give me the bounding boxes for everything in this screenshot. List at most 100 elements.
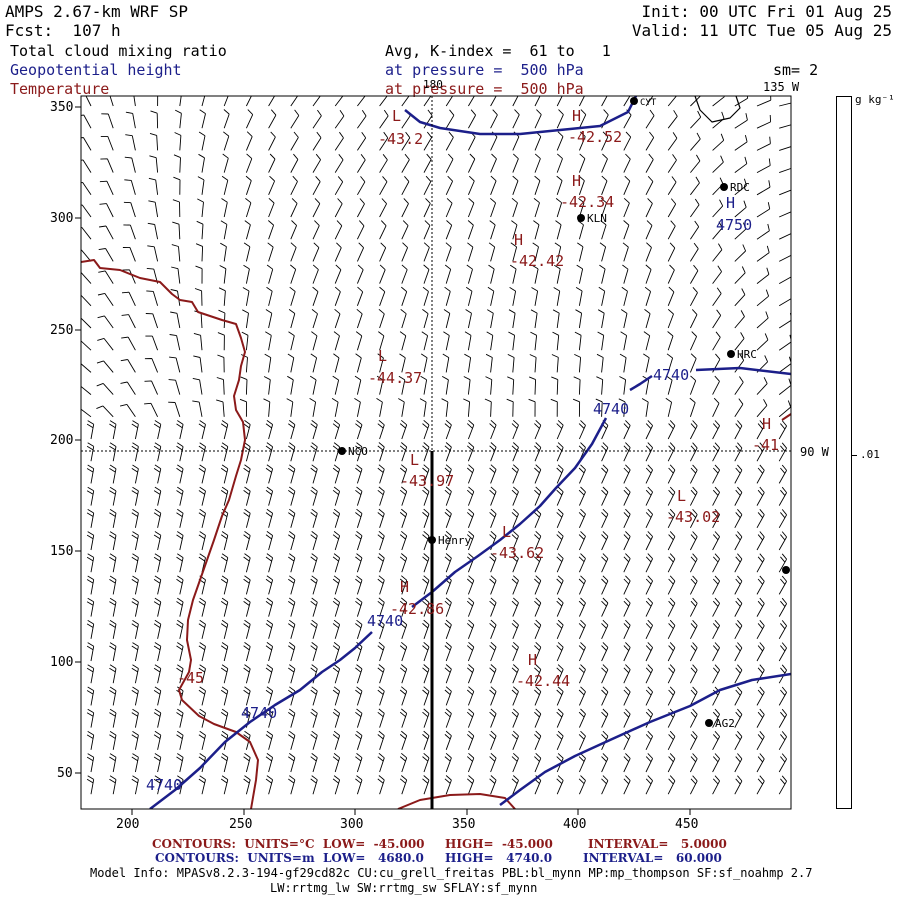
wind-barb <box>243 619 251 639</box>
wind-barb <box>355 531 363 551</box>
wind-barb <box>220 619 229 639</box>
wind-barb <box>377 641 385 662</box>
temp-contour-label: -45 <box>177 669 204 687</box>
wind-barb <box>556 619 564 639</box>
wind-barb <box>645 686 654 706</box>
wind-barb <box>689 464 698 484</box>
wind-barb <box>778 620 787 640</box>
wind-barb <box>511 686 519 706</box>
wind-barb <box>756 377 768 395</box>
wind-barb <box>756 731 765 751</box>
wind-barb <box>444 686 452 706</box>
wind-barb <box>712 464 720 484</box>
height-value: 4750 <box>716 216 752 234</box>
x-tick-label: 350 <box>452 817 476 832</box>
temp-letter: H <box>572 107 581 125</box>
wind-barb <box>147 222 159 240</box>
wind-barb <box>243 486 251 506</box>
wind-barb <box>355 664 363 684</box>
wind-barb <box>734 266 746 284</box>
wind-barb <box>712 708 720 728</box>
wind-barb <box>220 597 229 617</box>
wind-barb <box>239 398 247 417</box>
wind-barb <box>379 154 388 173</box>
wind-barb <box>265 420 274 440</box>
wind-barb <box>778 575 787 595</box>
wind-barb <box>466 486 475 506</box>
wind-barb <box>86 731 95 750</box>
wind-barb <box>422 553 430 573</box>
wind-barb <box>689 353 697 373</box>
wind-barb <box>756 708 765 728</box>
wind-barb <box>466 641 475 662</box>
wind-barb <box>689 708 698 728</box>
wind-barb <box>169 334 181 351</box>
wind-barb <box>444 708 452 728</box>
wind-barb <box>601 131 609 151</box>
wind-barb <box>464 331 472 351</box>
wind-barb <box>109 620 117 639</box>
wind-barb <box>712 420 720 440</box>
wind-barb <box>332 775 341 795</box>
wind-barb <box>490 153 497 173</box>
wind-barb <box>312 198 321 218</box>
height-contour <box>149 631 373 809</box>
height-labels: 4740 4740 4740 4740 4740 H 4750 <box>146 194 752 794</box>
wind-barb <box>171 244 181 262</box>
wind-barb <box>623 486 631 506</box>
wind-barb <box>534 175 541 195</box>
wind-barb <box>463 398 471 417</box>
wind-barb <box>355 730 363 750</box>
wind-barb <box>690 264 699 284</box>
wind-barb <box>556 464 564 484</box>
wind-barb <box>379 242 387 262</box>
wind-barb <box>712 199 724 218</box>
wind-barb <box>712 597 720 617</box>
wind-barb <box>198 486 206 506</box>
wind-barb <box>645 242 652 262</box>
wind-barb <box>146 290 159 306</box>
height-label: 4740 <box>146 776 182 794</box>
wind-barb <box>86 620 95 639</box>
wind-barb <box>147 245 159 262</box>
y-tick-label: 200 <box>50 433 74 448</box>
wind-barb <box>98 248 114 262</box>
wind-barb <box>487 286 495 306</box>
wind-barb <box>268 175 276 195</box>
wind-barb <box>534 530 542 551</box>
temp-letter: L <box>410 451 419 469</box>
wind-barb <box>621 286 628 306</box>
wind-barb <box>176 508 184 528</box>
wind-barb <box>288 442 296 462</box>
wind-barb <box>242 287 250 306</box>
wind-barb <box>150 110 159 129</box>
wind-barb <box>245 96 252 107</box>
wind-barb <box>399 530 408 551</box>
wind-barb <box>176 420 184 440</box>
wind-barb <box>109 775 117 795</box>
wind-barb <box>81 363 92 373</box>
wind-barb <box>265 553 274 573</box>
wind-barb <box>556 575 564 595</box>
wind-barb <box>667 486 676 506</box>
wind-barb <box>198 619 206 639</box>
wind-barb <box>712 133 725 151</box>
wind-barb <box>444 730 452 750</box>
wind-barb <box>399 686 408 706</box>
wind-barb <box>511 752 519 773</box>
wind-barb <box>401 153 410 173</box>
wind-barb <box>81 317 92 329</box>
temp-value: -41 <box>752 436 779 454</box>
wind-barb <box>288 597 296 617</box>
wind-barb <box>193 332 203 351</box>
wind-barb <box>556 153 563 173</box>
wind-barb <box>96 405 114 418</box>
wind-barb <box>601 531 609 551</box>
wind-barb <box>400 309 407 329</box>
wind-barb <box>712 397 720 417</box>
wind-barb <box>444 442 452 462</box>
wind-barb <box>109 597 117 617</box>
wind-barb <box>419 398 427 417</box>
wind-barb <box>641 398 649 417</box>
wind-barb <box>645 508 654 528</box>
